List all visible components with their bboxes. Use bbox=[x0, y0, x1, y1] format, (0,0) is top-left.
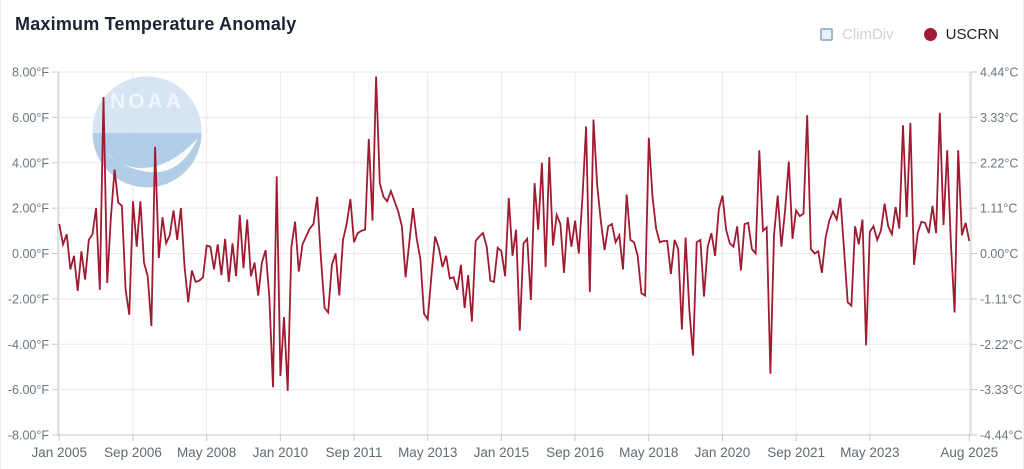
uscrn-series-line bbox=[58, 76, 971, 391]
y-right-tick-label: 2.22°C bbox=[980, 156, 1018, 170]
y-left-tick-label: -6.00°F bbox=[8, 383, 49, 397]
y-left-tick-label: 2.00°F bbox=[12, 202, 49, 216]
x-tick-label: Jan 2010 bbox=[253, 445, 309, 460]
y-right-tick-label: 1.11°C bbox=[980, 202, 1017, 216]
x-tick-label: Sep 2011 bbox=[326, 445, 383, 460]
y-left-tick-label: 0.00°F bbox=[12, 247, 49, 261]
x-tick-label: May 2013 bbox=[398, 445, 457, 460]
y-left-tick-label: -2.00°F bbox=[8, 292, 49, 306]
y-left-tick-label: -4.00°F bbox=[8, 338, 49, 352]
y-right-tick-label: 4.44°C bbox=[980, 66, 1018, 80]
x-tick-label: Aug 2025 bbox=[940, 445, 998, 460]
y-right-tick-label: -4.44°C bbox=[980, 429, 1023, 443]
chart-legend: ClimDiv USCRN bbox=[819, 26, 999, 43]
x-tick-label: Jan 2020 bbox=[695, 445, 751, 460]
legend-label-climdiv: ClimDiv bbox=[841, 26, 894, 43]
x-tick-label: Jan 2015 bbox=[474, 445, 530, 460]
y-right-tick-label: -1.11°C bbox=[980, 292, 1022, 306]
y-right-tick-label: 0.00°C bbox=[980, 247, 1018, 261]
x-tick-label: May 2018 bbox=[619, 445, 678, 460]
y-left-tick-label: -8.00°F bbox=[8, 429, 49, 443]
legend-item-uscrn[interactable]: USCRN bbox=[923, 26, 999, 43]
x-tick-label: Jan 2005 bbox=[32, 445, 88, 460]
noaa-logo-watermark: NOAA bbox=[92, 76, 202, 188]
legend-label-uscrn: USCRN bbox=[945, 26, 999, 43]
axis-labels: 8.00°F 6.00°F 4.00°F 2.00°F 0.00°F -2.00°F -4.… bbox=[8, 66, 1023, 461]
y-right-tick-label: -3.33°C bbox=[980, 383, 1023, 397]
x-tick-label: May 2008 bbox=[177, 445, 236, 460]
uscrn-circle-marker-icon bbox=[923, 28, 937, 41]
chart-header: Maximum Temperature Anomaly ClimDiv USCR… bbox=[1, 0, 1023, 56]
x-tick-label: Sep 2021 bbox=[767, 445, 825, 460]
y-left-tick-label: 6.00°F bbox=[12, 111, 49, 125]
chart-title: Maximum Temperature Anomaly bbox=[15, 14, 297, 34]
noaa-logo-gull-icon bbox=[97, 138, 198, 173]
noaa-logo-lower-half bbox=[92, 133, 202, 188]
y-right-tick-label: -2.22°C bbox=[980, 338, 1023, 352]
x-tick-label: May 2023 bbox=[840, 445, 899, 460]
y-right-tick-label: 3.33°C bbox=[980, 111, 1018, 125]
x-tick-label: Sep 2006 bbox=[104, 445, 162, 460]
y-left-tick-label: 8.00°F bbox=[12, 66, 49, 80]
climdiv-square-marker-icon bbox=[819, 28, 833, 41]
gridlines bbox=[58, 71, 971, 436]
axes bbox=[52, 71, 977, 441]
y-left-tick-label: 4.00°F bbox=[12, 156, 49, 170]
noaa-logo-text: NOAA bbox=[110, 90, 184, 113]
legend-item-climdiv[interactable]: ClimDiv bbox=[819, 26, 894, 43]
x-tick-label: Sep 2016 bbox=[546, 445, 604, 460]
